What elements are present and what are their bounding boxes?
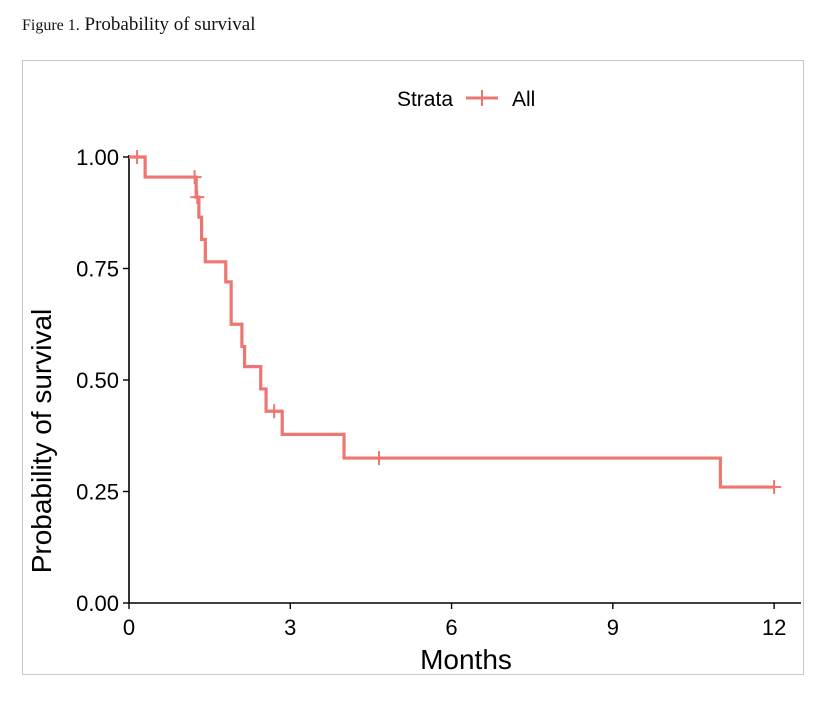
legend-entry-all: All bbox=[512, 88, 535, 111]
axes: 0.00 0.25 0.50 0.75 1.00 0 3 6 9 12 bbox=[76, 145, 801, 640]
x-tick-label: 9 bbox=[607, 615, 619, 640]
censor-mark bbox=[190, 190, 205, 205]
figure-caption-label: Figure 1. bbox=[22, 17, 80, 34]
figure-caption: Figure 1. Probability of survival bbox=[22, 14, 256, 36]
x-tick-label: 0 bbox=[123, 615, 135, 640]
y-tick-label: 0.00 bbox=[76, 591, 119, 616]
censor-mark bbox=[767, 480, 782, 495]
censor-mark bbox=[130, 150, 145, 164]
y-tick-label: 0.75 bbox=[76, 257, 119, 282]
figure-caption-text: Probability of survival bbox=[84, 14, 256, 35]
y-tick-label: 0.25 bbox=[76, 480, 119, 505]
censor-mark bbox=[371, 451, 386, 466]
y-axis-title: Probability of survival bbox=[26, 309, 57, 574]
x-tick-label: 12 bbox=[762, 615, 786, 640]
legend: Strata All bbox=[397, 88, 535, 111]
x-tick-label: 3 bbox=[284, 615, 296, 640]
x-tick-label: 6 bbox=[445, 615, 457, 640]
y-tick-label: 1.00 bbox=[76, 145, 119, 170]
chart-panel: Strata All 0.00 0.25 0.50 0.75 1.00 0 3 6 9 12 Pr… bbox=[22, 60, 804, 675]
legend-title: Strata bbox=[397, 88, 453, 111]
survival-curve-all bbox=[129, 155, 775, 489]
survival-chart: Strata All 0.00 0.25 0.50 0.75 1.00 0 3 6 9 12 Pr… bbox=[26, 88, 801, 674]
x-axis-title: Months bbox=[420, 644, 512, 674]
plot-area bbox=[129, 150, 782, 495]
censor-mark bbox=[267, 404, 282, 419]
y-tick-label: 0.50 bbox=[76, 368, 119, 393]
censor-mark bbox=[187, 170, 202, 185]
